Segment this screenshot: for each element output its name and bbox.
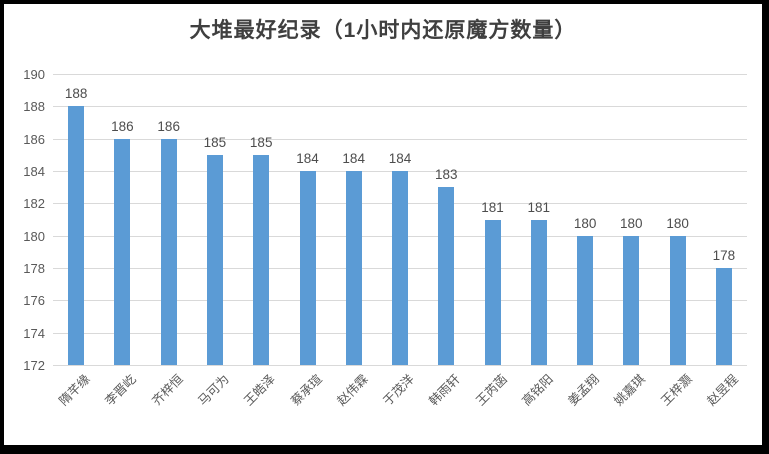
bar-马可为	[206, 154, 223, 365]
bar-高铭阳	[530, 219, 547, 365]
x-axis-category-label: 赵昱程	[704, 372, 741, 409]
bar-value-label: 188	[64, 86, 88, 102]
bar-于茂洋	[392, 171, 408, 365]
bar-赵伟霖	[345, 171, 362, 365]
bar-value-label: 181	[527, 199, 551, 215]
bar-value-label: 184	[342, 151, 365, 166]
bar-value-label: 180	[620, 215, 643, 231]
x-axis-category-label: 韩雨轩	[426, 372, 464, 409]
y-axis-tick-label: 184	[23, 164, 45, 179]
bar-value-label: 186	[111, 118, 134, 134]
y-axis-tick-label: 182	[23, 196, 45, 211]
bar-蔡承瑄	[299, 171, 316, 365]
bar-王梓灏	[669, 235, 686, 365]
bar-value-label: 180	[573, 215, 597, 231]
bar-韩雨轩	[438, 187, 455, 365]
x-axis-category-label: 姜孟翔	[565, 372, 602, 409]
bar-value-label: 184	[388, 151, 412, 166]
y-axis-tick-label: 188	[23, 99, 45, 114]
bar-value-label: 184	[296, 151, 319, 166]
bar-value-label: 181	[481, 199, 504, 215]
bar-赵昱程	[715, 268, 732, 365]
x-axis-category-label: 姚嘉琪	[611, 372, 649, 409]
y-axis-tick-label: 190	[23, 67, 45, 82]
bar-value-label: 178	[712, 248, 736, 263]
bar-value-label: 185	[203, 134, 227, 150]
y-axis-tick-label: 178	[23, 261, 45, 276]
y-axis-tick-label: 172	[23, 358, 45, 373]
x-axis-category-label: 于茂洋	[380, 372, 417, 409]
bar-value-label: 183	[435, 167, 458, 183]
y-axis-tick-label: 186	[23, 132, 45, 147]
y-gridline	[53, 74, 747, 75]
bar-齐梓恒	[160, 138, 177, 365]
bar-王皓泽	[253, 154, 270, 365]
x-axis-category-label: 高铭阳	[519, 372, 556, 409]
bar-姚嘉琪	[623, 235, 640, 365]
bar-value-label: 180	[666, 215, 689, 231]
x-axis-category-label: 赵伟霖	[334, 372, 371, 409]
y-gridline	[53, 106, 747, 107]
y-gridline	[53, 365, 747, 366]
chart-title: 大堆最好纪录（1小时内还原魔方数量）	[189, 19, 577, 42]
bar-value-label: 186	[157, 118, 180, 134]
y-axis-tick-label: 174	[23, 326, 45, 341]
x-axis-category-label: 齐梓恒	[149, 372, 186, 409]
bar-隋芊缘	[68, 106, 85, 365]
bar-value-label: 185	[249, 134, 273, 150]
y-axis-tick-label: 180	[23, 229, 45, 244]
x-axis-category-label: 隋芊缘	[56, 372, 93, 409]
x-axis-category-label: 李晋屹	[102, 372, 140, 409]
x-axis-category-label: 王皓泽	[241, 372, 279, 409]
x-axis-category-label: 王芮菡	[472, 372, 510, 409]
bar-王芮菡	[484, 219, 501, 365]
y-axis-tick-label: 176	[23, 293, 45, 308]
x-axis-category-label: 马可为	[195, 372, 232, 409]
bar-李晋屹	[114, 138, 131, 365]
x-axis-category-label: 蔡承瑄	[287, 372, 325, 409]
x-axis-category-label: 王梓灏	[658, 372, 695, 409]
y-gridline	[53, 139, 747, 140]
bar-姜孟翔	[577, 235, 594, 365]
